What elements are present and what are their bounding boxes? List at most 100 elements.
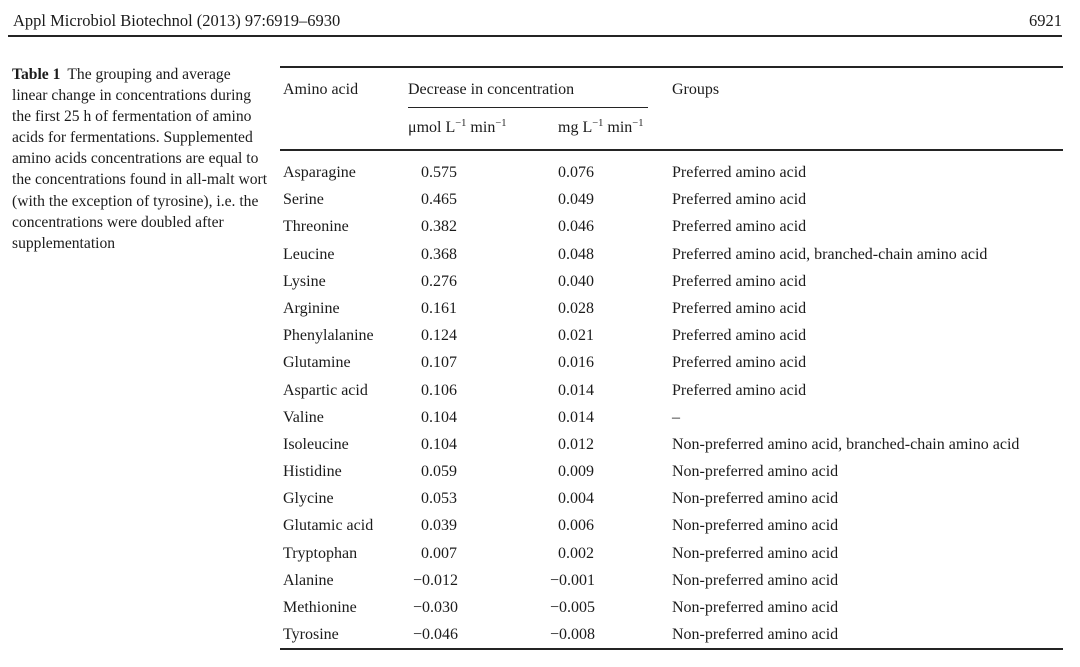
groups-cell: Non-preferred amino acid <box>672 599 839 616</box>
groups-cell: – <box>672 408 680 426</box>
umol-unit-min: min <box>466 119 496 136</box>
table-row: Valine 0.104 0.014 – <box>280 404 1063 431</box>
table-row: Glutamic acid 0.039 0.006 Non-preferred ami… <box>280 512 1063 539</box>
amino-acid-name-cell: Tryptophan <box>283 544 358 562</box>
table-row: Phenylalanine 0.124 0.021 Preferred amino a… <box>280 322 1063 349</box>
mg-rate-cell: 0.048 <box>558 245 594 263</box>
page-number: 6921 <box>1029 11 1062 30</box>
journal-citation: Appl Microbiol Biotechnol (2013) 97:6919… <box>13 11 341 30</box>
amino-acid-name-cell: Isoleucine <box>283 435 349 453</box>
groups-cell: Preferred amino acid <box>672 218 807 236</box>
column-header-decrease: Decrease in concentration <box>408 67 672 108</box>
umol-rate-cell: −0.030 <box>413 599 459 616</box>
table-caption-text: The grouping and average linear change i… <box>12 66 268 252</box>
umol-rate-cell: 0.053 <box>421 490 457 508</box>
mg-rate-cell: −0.008 <box>550 626 596 644</box>
groups-cell: Preferred amino acid <box>672 327 807 345</box>
umol-rate-cell: −0.012 <box>413 571 459 589</box>
amino-acid-table: Amino acid Decrease in concentration Gro… <box>280 66 1063 651</box>
amino-acid-name-cell: Phenylalanine <box>283 327 374 345</box>
mg-rate-cell: 0.006 <box>558 517 594 535</box>
umol-rate-cell: 0.161 <box>421 299 457 317</box>
table-row: Isoleucine 0.104 0.012 Non-preferred amino … <box>280 431 1063 458</box>
groups-cell: Preferred amino acid <box>672 299 807 317</box>
table-row: Tyrosine −0.046 −0.008 Non-preferred amino … <box>280 621 1063 649</box>
groups-cell: Preferred amino acid <box>672 272 807 290</box>
amino-acid-name-cell: Arginine <box>283 299 340 317</box>
mg-rate-cell: 0.040 <box>558 272 594 290</box>
mg-rate-cell: 0.028 <box>558 299 594 317</box>
table-row: Glutamine 0.107 0.016 Preferred amino acid <box>280 349 1063 376</box>
groups-cell: Non-preferred amino acid <box>672 463 839 481</box>
table-caption: Table 1 The grouping and average linear c… <box>12 64 269 254</box>
amino-acid-name-cell: Leucine <box>283 245 335 263</box>
amino-acid-name-cell: Tyrosine <box>283 626 339 644</box>
table-row: Arginine 0.161 0.028 Preferred amino acid <box>280 295 1063 322</box>
umol-rate-cell: 0.104 <box>421 435 457 453</box>
amino-acid-name-cell: Asparagine <box>283 164 356 181</box>
groups-cell: Preferred amino acid, branched-chain ami… <box>672 245 988 263</box>
groups-cell: Non-preferred amino acid <box>672 571 839 589</box>
table-row: Methionine −0.030 −0.005 Non-preferred amin… <box>280 594 1063 621</box>
table-row: Alanine −0.012 −0.001 Non-preferred amino a… <box>280 567 1063 594</box>
table-row: Tryptophan 0.007 0.002 Non-preferred amino … <box>280 540 1063 567</box>
table-row: Lysine 0.276 0.040 Preferred amino acid <box>280 268 1063 295</box>
amino-acid-name-cell: Alanine <box>283 571 334 589</box>
amino-acid-name-cell: Valine <box>283 408 324 426</box>
groups-cell: Non-preferred amino acid <box>672 626 839 644</box>
umol-rate-cell: 0.382 <box>421 218 457 236</box>
mg-rate-cell: 0.021 <box>558 327 594 345</box>
page-header: Appl Microbiol Biotechnol (2013) 97:6919… <box>13 11 1062 30</box>
header-rule <box>8 35 1062 38</box>
umol-rate-cell: 0.368 <box>421 245 457 263</box>
umol-rate-cell: 0.007 <box>421 544 457 562</box>
groups-cell: Non-preferred amino acid, branched-chain… <box>672 435 1020 453</box>
column-header-amino-acid: Amino acid <box>283 81 359 98</box>
groups-cell: Non-preferred amino acid <box>672 517 839 535</box>
umol-rate-cell: 0.106 <box>421 381 457 399</box>
umol-rate-cell: 0.465 <box>421 191 457 209</box>
mg-rate-cell: 0.049 <box>558 191 594 209</box>
mg-unit-exponent: −1 <box>592 118 604 129</box>
mg-rate-cell: 0.002 <box>558 544 594 562</box>
table-row: Threonine 0.382 0.046 Preferred amino acid <box>280 213 1063 240</box>
table-caption-label: Table 1 <box>12 66 61 83</box>
amino-acid-name-cell: Glutamine <box>283 354 351 372</box>
amino-acid-name-cell: Histidine <box>283 463 342 481</box>
umol-unit-exponent: −1 <box>455 118 467 129</box>
umol-rate-cell: 0.039 <box>421 517 457 535</box>
column-subheader-umol-unit: μmol L−1 min−1 <box>408 108 540 150</box>
amino-acid-name-cell: Glycine <box>283 490 334 508</box>
mg-rate-cell: −0.001 <box>550 571 596 589</box>
table-row: Leucine 0.368 0.048 Preferred amino acid, b… <box>280 240 1063 267</box>
table-row: Asparagine 0.575 0.076 Preferred amino acid <box>280 150 1063 186</box>
table-header-row: Amino acid Decrease in concentration Gro… <box>280 67 1063 108</box>
mg-rate-cell: 0.014 <box>558 381 594 399</box>
mg-rate-cell: −0.005 <box>550 599 596 616</box>
mg-rate-cell: 0.014 <box>558 408 594 426</box>
umol-rate-cell: −0.046 <box>413 626 459 644</box>
amino-acid-name-cell: Serine <box>283 191 324 209</box>
umol-rate-cell: 0.276 <box>421 272 457 290</box>
amino-acid-name-cell: Aspartic acid <box>283 381 368 399</box>
groups-cell: Non-preferred amino acid <box>672 490 839 508</box>
column-header-groups: Groups <box>672 81 720 98</box>
mg-unit-base: mg L <box>558 119 593 136</box>
umol-rate-cell: 0.107 <box>421 354 457 372</box>
groups-cell: Preferred amino acid <box>672 381 807 399</box>
table-row: Glycine 0.053 0.004 Non-preferred amino aci… <box>280 485 1063 512</box>
groups-cell: Preferred amino acid <box>672 164 807 181</box>
umol-rate-cell: 0.104 <box>421 408 457 426</box>
amino-acid-name-cell: Glutamic acid <box>283 517 374 535</box>
table-row: Serine 0.465 0.049 Preferred amino acid <box>280 186 1063 213</box>
groups-cell: Preferred amino acid <box>672 191 807 209</box>
amino-acid-name-cell: Methionine <box>283 599 357 616</box>
umol-unit-base: μmol L <box>408 119 456 136</box>
mg-unit-min: min <box>603 119 633 136</box>
mg-rate-cell: 0.009 <box>558 463 594 481</box>
umol-rate-cell: 0.575 <box>421 164 457 181</box>
mg-rate-cell: 0.076 <box>558 164 594 181</box>
column-subheader-mg-unit: mg L−1 min−1 <box>540 108 672 150</box>
groups-cell: Preferred amino acid <box>672 354 807 372</box>
groups-cell: Non-preferred amino acid <box>672 544 839 562</box>
